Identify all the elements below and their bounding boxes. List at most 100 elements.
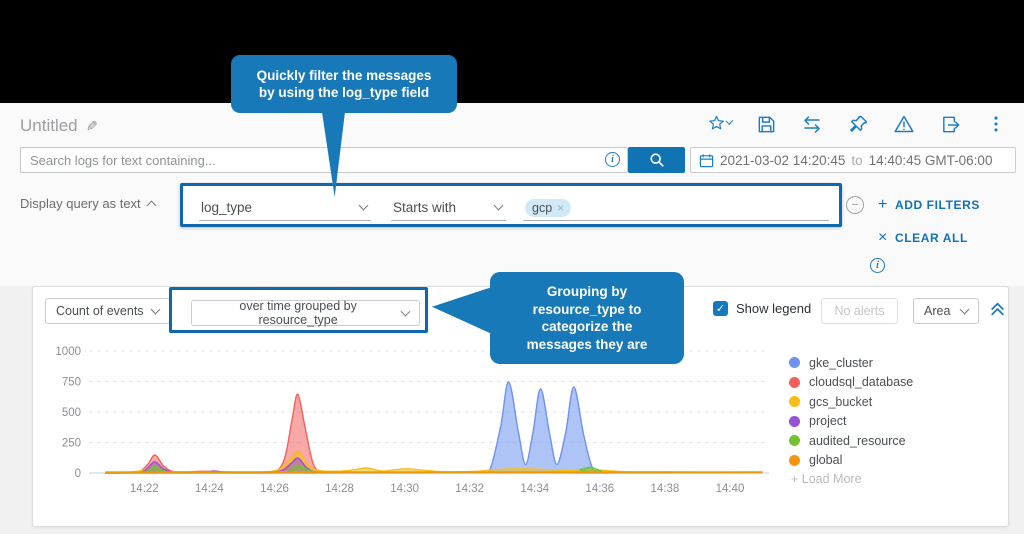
area-fill-cloudsql_database	[105, 394, 763, 473]
filter-value-input[interactable]: gcp ×	[523, 195, 829, 221]
area-line-audited_resource	[105, 464, 763, 474]
filter-row-highlight: log_type Starts with gcp ×	[180, 183, 842, 227]
favorite-button[interactable]	[708, 112, 734, 136]
x-tick-label: 14:26	[260, 483, 289, 495]
calendar-icon	[699, 153, 714, 167]
plus-icon: +	[878, 196, 888, 213]
x-tick-label: 14:28	[325, 483, 354, 495]
checkbox-checked-icon: ✓	[713, 301, 728, 316]
header-toolbar	[708, 112, 1008, 136]
x-tick-label: 14:34	[520, 483, 549, 495]
legend-item[interactable]: gcs_bucket	[789, 392, 1007, 412]
time-range-separator: to	[851, 152, 863, 168]
area-fill-audited_resource	[105, 465, 763, 473]
search-button[interactable]	[628, 147, 685, 173]
x-tick-label: 14:38	[650, 483, 679, 495]
swap-arrows-icon	[804, 116, 820, 133]
legend-item[interactable]: audited_resource	[789, 431, 1007, 451]
legend-dot-icon	[789, 454, 800, 466]
export-button[interactable]	[938, 112, 962, 136]
filter-operator-dropdown[interactable]: Starts with	[391, 195, 506, 221]
legend-item[interactable]: gke_cluster	[789, 353, 1007, 373]
chevron-down-icon	[959, 304, 970, 314]
legend-dot-icon	[789, 376, 800, 388]
events-chart[interactable]: 0 250 500 750 1000 14:22 14:24 14:26 14:28 14:30 1…	[41, 337, 781, 507]
x-tick-label: 14:22	[130, 483, 159, 495]
filter-field-dropdown[interactable]: log_type	[199, 195, 371, 221]
save-button[interactable]	[754, 112, 778, 136]
x-tick-label: 14:32	[455, 483, 484, 495]
add-filters-button[interactable]: + ADD FILTERS	[878, 196, 980, 213]
chart-plot-area[interactable]: 0 250 500 750 1000 14:22 14:24 14:26 14:28 14:30 1…	[41, 337, 781, 512]
show-legend-checkbox[interactable]: ✓ Show legend	[713, 301, 811, 316]
area-fill-gke_cluster	[105, 382, 763, 473]
clear-all-button[interactable]: × CLEAR ALL	[878, 229, 968, 246]
legend-dot-icon	[789, 396, 800, 408]
legend-item[interactable]: cloudsql_database	[789, 373, 1007, 393]
search-bar: i	[20, 147, 628, 173]
pin-button[interactable]	[846, 112, 870, 136]
search-input[interactable]	[20, 147, 628, 173]
time-range-start: 2021-03-02 14:20:45	[720, 152, 846, 168]
display-query-toggle[interactable]: Display query as text	[20, 196, 157, 211]
legend-label: gke_cluster	[809, 355, 873, 370]
kebab-menu-icon	[994, 116, 998, 132]
legend-label: audited_resource	[809, 433, 906, 448]
query-name: Untitled	[20, 116, 78, 135]
chart-type-dropdown[interactable]: Area	[913, 298, 979, 324]
y-tick-label: 750	[62, 377, 81, 389]
legend-label: global	[809, 453, 843, 468]
save-icon	[758, 116, 774, 132]
y-tick-label: 500	[62, 407, 81, 419]
legend-dot-icon	[789, 435, 800, 447]
search-icon	[649, 153, 664, 167]
legend-item[interactable]: project	[789, 412, 1007, 432]
y-tick-label: 0	[75, 468, 81, 480]
search-info-icon[interactable]: i	[605, 152, 620, 167]
chevron-up-icon	[146, 200, 157, 211]
alerts-button[interactable]	[892, 112, 916, 136]
chevron-down-icon	[725, 117, 734, 125]
annotation-filter-tip: Quickly filter the messages by using the…	[231, 55, 457, 113]
legend-label: project	[809, 414, 847, 429]
close-icon: ×	[878, 229, 888, 246]
time-range-end: 14:40:45 GMT-06:00	[868, 152, 993, 168]
legend-dot-icon	[789, 357, 800, 369]
no-alerts-button[interactable]: No alerts	[821, 298, 898, 324]
legend-label: cloudsql_database	[809, 375, 914, 390]
legend-dot-icon	[789, 415, 800, 427]
x-tick-label: 14:36	[585, 483, 614, 495]
chevron-down-icon	[358, 200, 369, 211]
groupby-highlight: over time grouped by resource_type	[169, 287, 428, 333]
chevron-down-icon	[400, 306, 411, 316]
legend-load-more[interactable]: + Load More	[791, 472, 862, 486]
edit-title-icon[interactable]: ✎	[85, 118, 98, 134]
page-title: Untitled ✎	[20, 116, 97, 136]
double-chevron-up-icon	[991, 302, 1004, 316]
annotation-grouping-tip: Grouping by resource_type to categorize …	[490, 272, 684, 364]
query-info-icon[interactable]: i	[870, 258, 885, 273]
area-line-gcs_bucket	[105, 450, 763, 473]
filter-value-chip[interactable]: gcp ×	[525, 198, 572, 217]
remove-chip-icon[interactable]: ×	[557, 200, 565, 215]
warning-icon	[894, 115, 914, 133]
star-icon	[709, 115, 724, 130]
metric-dropdown[interactable]: Count of events	[45, 298, 170, 324]
time-range-picker[interactable]: 2021-03-02 14:20:45 to 14:40:45 GMT-06:0…	[690, 147, 1016, 173]
area-line-gke_cluster	[105, 381, 763, 474]
chevron-down-icon	[150, 304, 161, 314]
collapse-chart-button[interactable]	[989, 300, 1006, 322]
remove-filter-button[interactable]: −	[846, 196, 864, 214]
more-options-button[interactable]	[984, 112, 1008, 136]
y-tick-label: 1000	[55, 346, 81, 358]
groupby-dropdown[interactable]: over time grouped by resource_type	[191, 299, 420, 327]
legend-label: gcs_bucket	[809, 394, 873, 409]
area-fill-gcs_bucket	[105, 451, 763, 473]
y-tick-label: 250	[62, 438, 81, 450]
legend-item[interactable]: global	[789, 451, 1007, 471]
x-tick-label: 14:24	[195, 483, 224, 495]
top-black-bar	[0, 0, 1024, 103]
compare-button[interactable]	[800, 112, 824, 136]
